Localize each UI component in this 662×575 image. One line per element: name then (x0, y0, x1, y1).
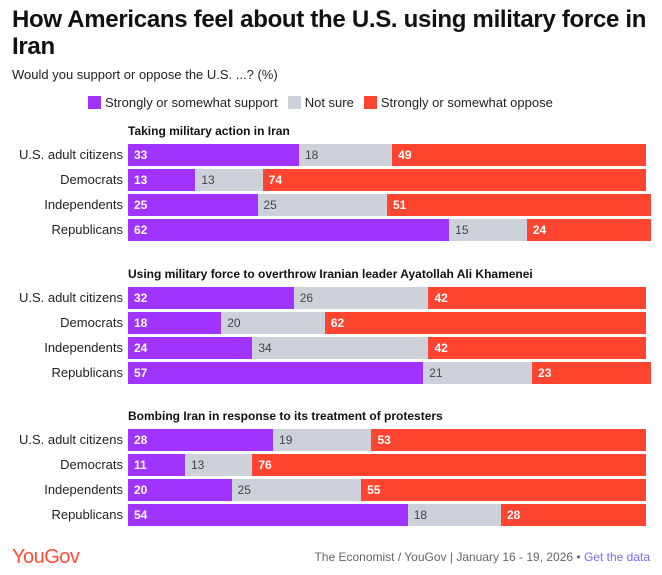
row-label: Republicans (51, 507, 123, 522)
row-label: U.S. adult citizens (18, 147, 123, 162)
legend: Strongly or somewhat support Not sure St… (88, 95, 553, 110)
row-label: Democrats (60, 315, 123, 330)
row-label: Republicans (51, 365, 123, 380)
source-note: The Economist / YouGov | January 16 - 19… (314, 550, 650, 564)
group-title: Using military force to overthrow Irania… (128, 267, 533, 281)
yougov-logo: YouGov (12, 546, 80, 568)
row-label: Democrats (60, 172, 123, 187)
bar-support: 32 (128, 287, 294, 309)
bar-oppose: 49 (392, 144, 646, 166)
legend-oppose: Strongly or somewhat oppose (363, 95, 553, 110)
bar-oppose: 53 (371, 429, 646, 451)
bar-not-sure: 20 (221, 312, 325, 334)
bar-oppose: 55 (361, 479, 646, 501)
group-title: Bombing Iran in response to its treatmen… (128, 409, 443, 423)
bar-support: 25 (128, 194, 258, 216)
bar-support: 54 (128, 504, 408, 526)
legend-support: Strongly or somewhat support (88, 95, 278, 110)
source-text: The Economist / YouGov | January 16 - 19… (314, 550, 581, 564)
oppose-swatch (363, 96, 377, 109)
bar-oppose: 42 (428, 287, 646, 309)
bar-oppose: 24 (526, 219, 652, 241)
bar-support: 24 (128, 337, 253, 359)
bar-support: 11 (128, 454, 185, 476)
bar-oppose: 76 (252, 454, 646, 476)
not-sure-swatch (287, 96, 301, 109)
support-swatch (88, 96, 101, 109)
chart-title: How Americans feel about the U.S. using … (12, 6, 647, 60)
bar-not-sure: 15 (449, 219, 527, 241)
bar-support: 62 (128, 219, 450, 241)
chart-subtitle: Would you support or oppose the U.S. ...… (12, 67, 278, 82)
bar-support: 13 (128, 169, 196, 191)
bar-oppose: 28 (500, 504, 646, 526)
legend-label: Not sure (304, 95, 354, 110)
bar-oppose: 42 (428, 337, 646, 359)
bar-not-sure: 13 (184, 454, 253, 476)
bar-oppose: 51 (387, 194, 652, 216)
bar-oppose: 74 (262, 169, 646, 191)
row-label: U.S. adult citizens (18, 290, 123, 305)
bar-not-sure: 25 (231, 479, 362, 501)
bar-support: 20 (128, 479, 232, 501)
legend-not-sure: Not sure (287, 95, 354, 110)
bar-not-sure: 18 (407, 504, 501, 526)
row-label: Independents (44, 197, 123, 212)
row-label: U.S. adult citizens (18, 432, 123, 447)
row-label: Democrats (60, 457, 123, 472)
group-title: Taking military action in Iran (128, 124, 290, 138)
bar-not-sure: 19 (273, 429, 372, 451)
bar-support: 18 (128, 312, 222, 334)
bar-oppose: 62 (324, 312, 646, 334)
legend-label: Strongly or somewhat support (105, 95, 278, 110)
row-label: Republicans (51, 222, 123, 237)
get-data-link[interactable]: Get the data (583, 550, 650, 564)
bar-oppose: 23 (532, 362, 652, 384)
bar-support: 33 (128, 144, 299, 166)
bar-not-sure: 13 (195, 169, 263, 191)
row-label: Independents (44, 482, 123, 497)
bar-not-sure: 34 (252, 337, 429, 359)
row-label: Independents (44, 340, 123, 355)
legend-label: Strongly or somewhat oppose (380, 95, 553, 110)
bar-not-sure: 21 (423, 362, 533, 384)
bar-support: 28 (128, 429, 274, 451)
bar-support: 57 (128, 362, 424, 384)
bar-not-sure: 18 (298, 144, 393, 166)
bar-not-sure: 26 (293, 287, 429, 309)
bar-not-sure: 25 (257, 194, 387, 216)
